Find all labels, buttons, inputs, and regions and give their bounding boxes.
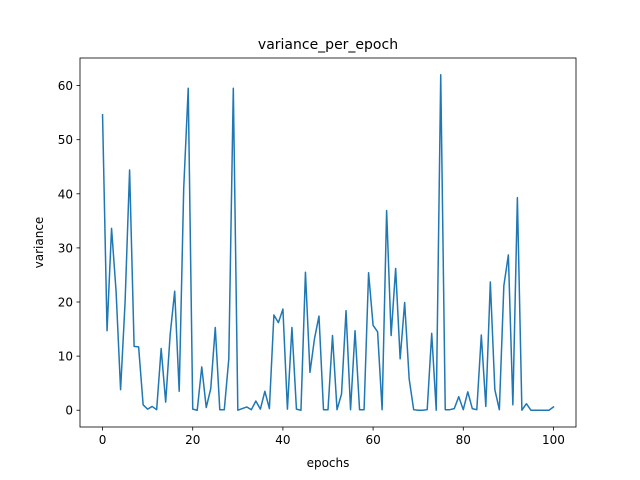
x-tick-label: 100 (542, 433, 565, 447)
y-tick-label: 50 (58, 133, 73, 147)
x-axis-ticks: 0 20 40 60 80 100 (99, 427, 565, 447)
axes-frame (79, 57, 577, 428)
x-tick-label: 80 (456, 433, 471, 447)
y-axis-ticks: 0 10 20 30 40 50 60 (58, 79, 80, 418)
y-tick-label: 60 (58, 79, 73, 93)
x-tick-label: 0 (99, 433, 107, 447)
y-tick-label: 40 (58, 187, 73, 201)
series-line (101, 74, 555, 411)
x-tick-label: 60 (365, 433, 380, 447)
y-tick-label: 20 (58, 296, 73, 310)
x-axis-label: epochs (307, 456, 350, 470)
y-axis-label: variance (32, 217, 46, 269)
chart-title: variance_per_epoch (258, 37, 398, 53)
y-tick-label: 0 (65, 404, 73, 418)
y-tick-label: 10 (58, 350, 73, 364)
x-tick-label: 20 (185, 433, 200, 447)
plot-area (101, 74, 555, 411)
y-tick-label: 30 (58, 241, 73, 255)
x-tick-label: 40 (275, 433, 290, 447)
